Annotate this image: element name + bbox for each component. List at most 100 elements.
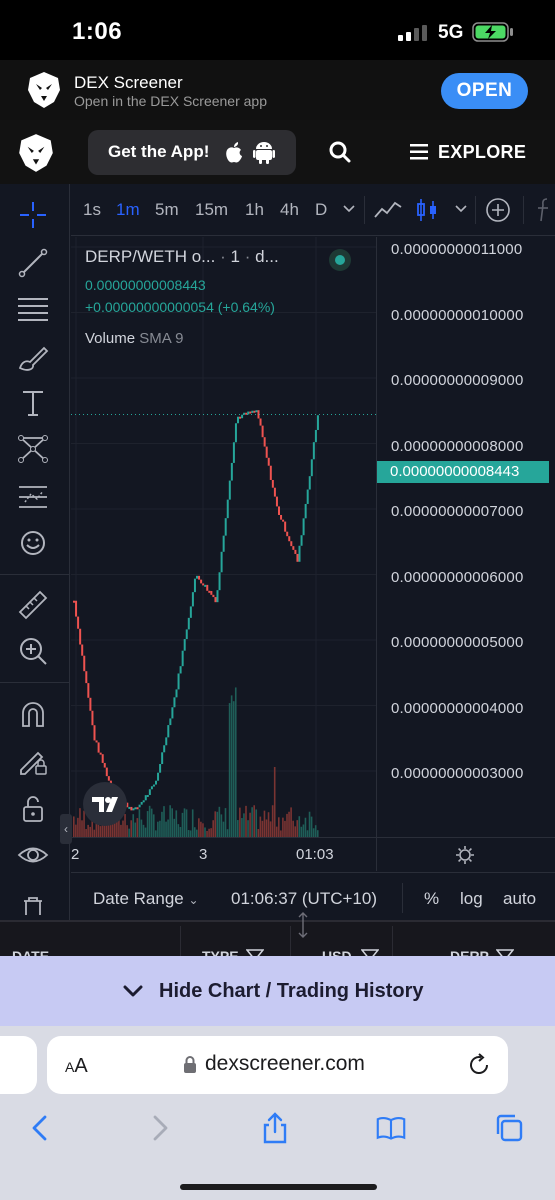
price-plot[interactable]: DERP/WETH o... · 1 · d... 0.000000000084… (71, 237, 376, 837)
legend-pair-title[interactable]: DERP/WETH o... · 1 · d... (85, 247, 279, 266)
volume-bar (128, 828, 130, 837)
candle (269, 465, 272, 480)
fib-levels-icon[interactable] (16, 292, 50, 326)
crosshair-icon[interactable] (16, 198, 50, 232)
candle (93, 725, 96, 741)
search-icon[interactable] (328, 140, 352, 164)
back-icon[interactable] (26, 1112, 56, 1144)
time-axis[interactable]: 2 3 01:03 (71, 837, 376, 871)
timeframe-5m[interactable]: 5m (155, 200, 179, 219)
date-range-button[interactable]: Date Range ⌄ (93, 889, 199, 908)
eye-icon[interactable] (16, 838, 50, 872)
volume-bar (132, 814, 135, 837)
get-app-label: Get the App! (108, 142, 210, 161)
timeframe-4h[interactable]: 4h (280, 200, 299, 219)
emoji-icon[interactable] (16, 526, 50, 560)
ruler-icon[interactable] (16, 588, 50, 622)
address-bar[interactable]: AAAA dexscreener.com (47, 1036, 508, 1094)
volume-bar (91, 818, 94, 837)
text-size-button[interactable]: AAAA (65, 1055, 88, 1077)
site-logo-icon[interactable] (17, 132, 55, 174)
candle (191, 592, 194, 607)
volume-bar (161, 811, 163, 837)
zoom-in-icon[interactable] (16, 634, 50, 668)
get-app-button[interactable]: Get the App! (88, 130, 296, 175)
settings-gear-icon[interactable] (455, 845, 475, 865)
chart-clock[interactable]: 01:06:37 (UTC+10) (231, 889, 377, 908)
volume-bar (298, 816, 301, 837)
previous-tab-preview[interactable] (0, 1036, 37, 1094)
candle (146, 794, 149, 797)
brush-icon[interactable] (16, 340, 50, 374)
share-icon[interactable] (260, 1112, 290, 1144)
timeframe-1m[interactable]: 1m (116, 200, 140, 219)
timeframe-d[interactable]: D (315, 200, 328, 219)
tradingview-logo[interactable] (83, 782, 127, 826)
volume-bar (230, 695, 233, 837)
log-scale-toggle[interactable]: log (460, 889, 483, 908)
forecast-icon[interactable] (16, 480, 50, 514)
filter-icon[interactable] (361, 949, 379, 961)
candle (150, 786, 153, 790)
auto-scale-toggle[interactable]: auto (503, 889, 537, 908)
forward-icon[interactable] (144, 1112, 174, 1144)
candle (97, 742, 100, 753)
pattern-icon[interactable] (16, 432, 50, 466)
chevron-down-icon[interactable] (455, 204, 467, 214)
collapse-toolbar-button[interactable]: ‹ (60, 814, 72, 844)
battery-charging-icon (472, 22, 513, 42)
volume-bar (310, 816, 313, 837)
resize-handle-icon[interactable] (296, 912, 310, 938)
line-chart-icon[interactable] (373, 197, 403, 223)
filter-icon[interactable] (246, 949, 264, 961)
volume-bar (83, 810, 85, 837)
url-text[interactable]: dexscreener.com (205, 1052, 365, 1075)
candle (304, 503, 307, 519)
chevron-down-icon[interactable] (343, 204, 355, 214)
apple-icon (226, 142, 242, 163)
volume-bar (286, 813, 288, 837)
legend-volume[interactable]: Volume SMA 9 (85, 330, 183, 347)
candle (167, 725, 170, 738)
candle (128, 806, 131, 809)
volume-bar (138, 809, 141, 837)
lock-drawing-icon[interactable] (16, 744, 50, 778)
add-indicator-icon[interactable] (485, 197, 511, 223)
reload-icon[interactable] (467, 1053, 491, 1077)
volume-bar (316, 830, 319, 837)
candles-icon[interactable] (415, 197, 439, 223)
price-axis[interactable]: 0.00000000011000 0.00000000010000 0.0000… (376, 237, 555, 837)
bookmarks-icon[interactable] (376, 1112, 406, 1144)
timeframe-15m[interactable]: 15m (195, 200, 229, 219)
volume-bar (296, 820, 299, 837)
hide-chart-button[interactable]: Hide Chart / Trading History (0, 956, 555, 1026)
candle (294, 549, 297, 554)
text-tool-icon[interactable] (16, 386, 50, 420)
trend-line-icon[interactable] (16, 246, 50, 280)
explore-menu-button[interactable]: EXPLORE (410, 140, 530, 164)
magnet-icon[interactable] (16, 698, 50, 732)
filter-icon[interactable] (496, 949, 514, 961)
volume-bar (124, 814, 126, 837)
percent-scale-toggle[interactable]: % (424, 889, 440, 908)
timeframe-1h[interactable]: 1h (245, 200, 264, 219)
volume-bar (152, 814, 155, 837)
trash-icon[interactable] (16, 888, 50, 915)
time-tick: 01:03 (296, 846, 334, 863)
volume-bar (130, 820, 132, 837)
candle (103, 762, 106, 768)
volume-bar (183, 808, 186, 837)
toolbar-divider (0, 682, 70, 683)
candle (290, 541, 293, 547)
trading-chart: 1s 1m 5m 15m 1h 4h D DERP/WETH o... · 1 … (0, 184, 555, 920)
volume-bar (249, 812, 251, 837)
timeframe-1s[interactable]: 1s (83, 200, 101, 219)
indicators-icon[interactable] (535, 197, 555, 223)
open-app-button[interactable]: OPEN (441, 73, 528, 109)
tabs-icon[interactable] (494, 1112, 524, 1144)
volume-bar (224, 808, 227, 837)
price-tick: 0.00000000009000 (391, 372, 524, 389)
unlock-icon[interactable] (16, 792, 50, 826)
volume-bar (122, 820, 124, 837)
toolbar-divider (0, 574, 70, 575)
